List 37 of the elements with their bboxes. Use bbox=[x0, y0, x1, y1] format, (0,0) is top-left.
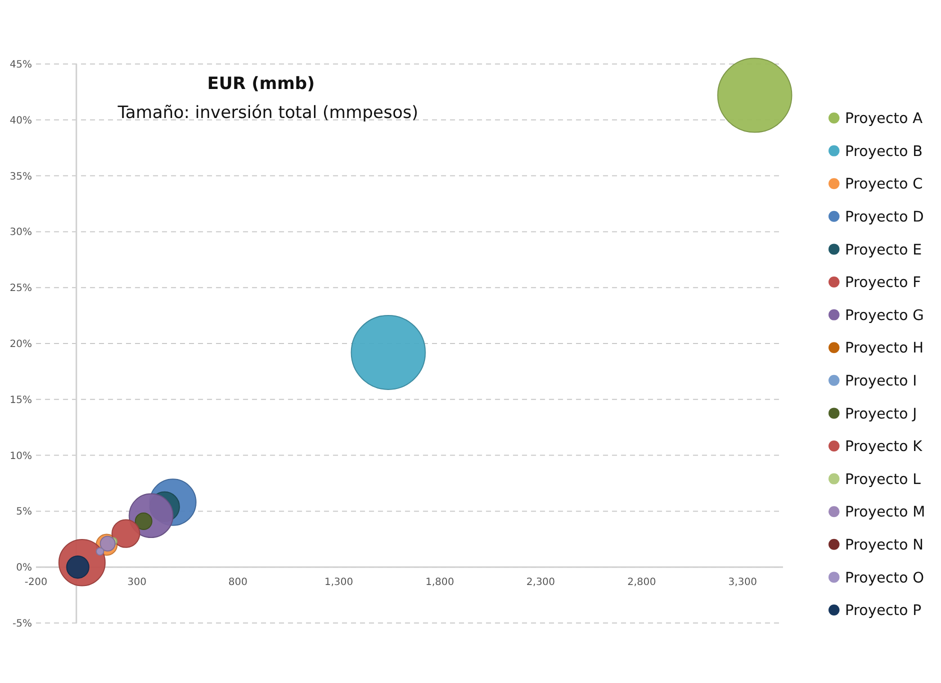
y-tick-label: 5% bbox=[16, 506, 32, 518]
y-tick-label: 25% bbox=[10, 283, 32, 294]
x-tick-label: 2,800 bbox=[627, 577, 656, 588]
legend-label: Proyecto G bbox=[845, 308, 924, 324]
legend-label: Proyecto I bbox=[845, 373, 917, 390]
legend-label: Proyecto E bbox=[845, 242, 922, 258]
legend-label: Proyecto H bbox=[845, 340, 924, 357]
y-tick-label: 20% bbox=[10, 339, 32, 350]
x-tick-label: -200 bbox=[24, 577, 48, 588]
legend-label: Proyecto P bbox=[845, 603, 922, 620]
legend-label: Proyecto D bbox=[845, 209, 924, 226]
legend-label: Proyecto C bbox=[845, 176, 923, 193]
y-tick-label: 45% bbox=[10, 60, 32, 70]
legend-label: Proyecto N bbox=[845, 537, 924, 554]
y-tick-label: 35% bbox=[10, 171, 32, 182]
legend-label: Proyecto L bbox=[845, 472, 921, 488]
x-tick-label: 300 bbox=[127, 577, 146, 588]
legend-label: Proyecto J bbox=[845, 406, 917, 422]
legend-label: Proyecto K bbox=[845, 439, 923, 456]
y-tick-label: -5% bbox=[12, 618, 32, 630]
y-tick-label: 40% bbox=[10, 115, 32, 126]
legend-label: Proyecto B bbox=[845, 144, 923, 160]
text: EUR (mmb) bbox=[207, 74, 315, 94]
y-tick-label: 0% bbox=[16, 562, 32, 574]
legend-label: Proyecto F bbox=[845, 275, 921, 292]
y-tick-label: 30% bbox=[10, 227, 32, 238]
x-tick-label: 800 bbox=[228, 577, 248, 588]
legend-label: Proyecto A bbox=[845, 111, 923, 128]
legend-label: Proyecto O bbox=[845, 570, 924, 586]
x-tick-label: 1,800 bbox=[425, 577, 454, 588]
legend-label: Proyecto M bbox=[845, 504, 926, 521]
x-tick-label: 2,300 bbox=[526, 577, 556, 588]
x-tick-label: 1,300 bbox=[324, 577, 354, 588]
text: Tamaño: inversión total (mmpesos) bbox=[116, 103, 418, 123]
y-tick-label: 15% bbox=[10, 394, 32, 406]
x-tick-label: 3,300 bbox=[728, 577, 757, 588]
y-tick-label: 10% bbox=[10, 450, 32, 462]
